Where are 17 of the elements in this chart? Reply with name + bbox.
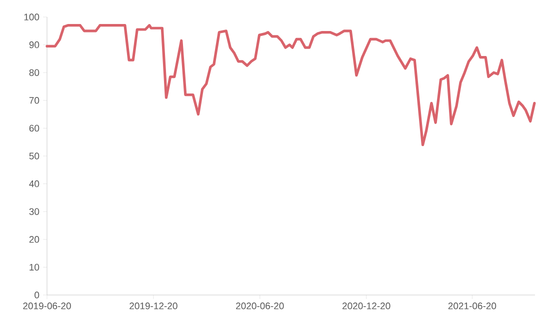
x-tick-label: 2019-12-20 bbox=[130, 302, 178, 310]
y-tick-label: 20 bbox=[29, 236, 40, 243]
x-tick-label: 2019-06-20 bbox=[23, 302, 71, 310]
y-tick-label: 40 bbox=[29, 180, 40, 188]
y-tick-label: 10 bbox=[30, 264, 40, 271]
y-tick-label: 60 bbox=[29, 124, 40, 132]
line-series bbox=[46, 24, 536, 146]
y-tick-label: 50 bbox=[29, 152, 40, 160]
y-tick-label: 30 bbox=[29, 208, 40, 215]
y-tick-label: 100 bbox=[24, 14, 40, 20]
x-tick-label: 2020-06-20 bbox=[236, 302, 284, 310]
y-tick-label: 70 bbox=[29, 97, 40, 104]
x-tick-label: 2021-06-20 bbox=[448, 302, 496, 310]
y-tick-label: 90 bbox=[29, 41, 40, 48]
x-tick-label: 2020-12-20 bbox=[342, 302, 390, 310]
y-tick-label: 80 bbox=[29, 69, 40, 76]
y-tick-label: 0 bbox=[34, 292, 40, 298]
